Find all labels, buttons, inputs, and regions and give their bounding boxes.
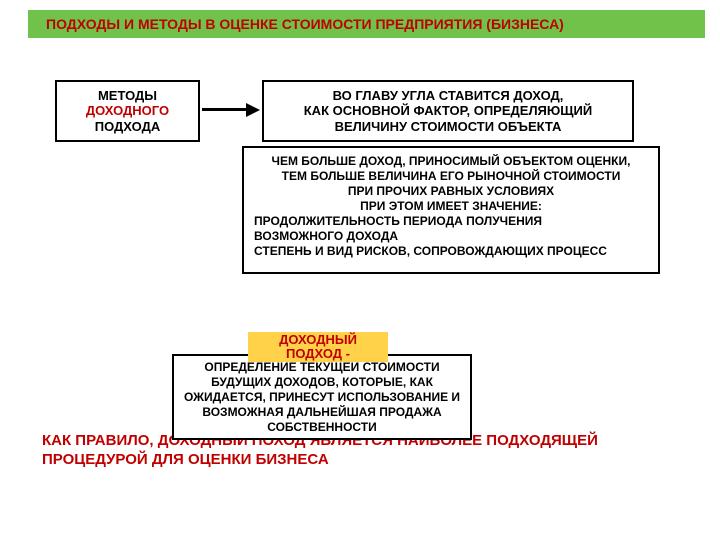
- yellow-tab-line1: ДОХОДНЫЙ: [279, 333, 357, 347]
- detail-l3: СТЕПЕНЬ И ВИД РИСКОВ, СОПРОВОЖДАЮЩИХ ПРО…: [254, 244, 648, 259]
- detail-l2: ВОЗМОЖНОГО ДОХОДА: [254, 229, 648, 244]
- box-head-line3: ВЕЛИЧИНУ СТОИМОСТИ ОБЪЕКТА: [335, 119, 562, 135]
- yellow-tab-income-approach: ДОХОДНЫЙ ПОДХОД -: [248, 332, 388, 362]
- def-l3: ОЖИДАЕТСЯ, ПРИНЕСУТ ИСПОЛЬЗОВАНИЕ И: [184, 390, 460, 405]
- box-methods-line2: ДОХОДНОГО: [86, 103, 169, 119]
- def-l4: ВОЗМОЖНАЯ ДАЛЬНЕЙШАЯ ПРОДАЖА: [202, 405, 441, 420]
- def-l2: БУДУЩИХ ДОХОДОВ, КОТОРЫЕ, КАК: [211, 375, 433, 390]
- yellow-tab-line2: ПОДХОД -: [279, 347, 357, 361]
- detail-l1: ПРОДОЛЖИТЕЛЬНОСТЬ ПЕРИОДА ПОЛУЧЕНИЯ: [254, 214, 648, 229]
- page-title: ПОДХОДЫ И МЕТОДЫ В ОЦЕНКЕ СТОИМОСТИ ПРЕД…: [46, 16, 564, 32]
- detail-c4: ПРИ ЭТОМ ИМЕЕТ ЗНАЧЕНИЕ:: [254, 199, 648, 214]
- detail-c1: ЧЕМ БОЛЬШЕ ДОХОД, ПРИНОСИМЫЙ ОБЪЕКТОМ ОЦ…: [254, 154, 648, 169]
- box-head-line1: ВО ГЛАВУ УГЛА СТАВИТСЯ ДОХОД,: [333, 88, 564, 104]
- box-definition: ОПРЕДЕЛЕНИЕ ТЕКУЩЕЙ СТОИМОСТИ БУДУЩИХ ДО…: [172, 354, 472, 440]
- box-head-line2: КАК ОСНОВНОЙ ФАКТОР, ОПРЕДЕЛЯЮЩИЙ: [304, 103, 593, 119]
- footer-l2: ПРОЦЕДУРОЙ ДЛЯ ОЦЕНКИ БИЗНЕСА: [42, 451, 598, 470]
- box-methods: МЕТОДЫ ДОХОДНОГО ПОДХОДА: [55, 80, 200, 142]
- def-l5: СОБСТВЕННОСТИ: [267, 420, 377, 435]
- detail-c3: ПРИ ПРОЧИХ РАВНЫХ УСЛОВИЯХ: [254, 184, 648, 199]
- detail-c2: ТЕМ БОЛЬШЕ ВЕЛИЧИНА ЕГО РЫНОЧНОЙ СТОИМОС…: [254, 169, 648, 184]
- box-detail: ЧЕМ БОЛЬШЕ ДОХОД, ПРИНОСИМЫЙ ОБЪЕКТОМ ОЦ…: [242, 146, 660, 274]
- box-methods-line1: МЕТОДЫ: [98, 88, 157, 104]
- title-bar: ПОДХОДЫ И МЕТОДЫ В ОЦЕНКЕ СТОИМОСТИ ПРЕД…: [28, 10, 705, 38]
- box-methods-line3: ПОДХОДА: [95, 119, 160, 135]
- box-head-income: ВО ГЛАВУ УГЛА СТАВИТСЯ ДОХОД, КАК ОСНОВН…: [262, 80, 634, 142]
